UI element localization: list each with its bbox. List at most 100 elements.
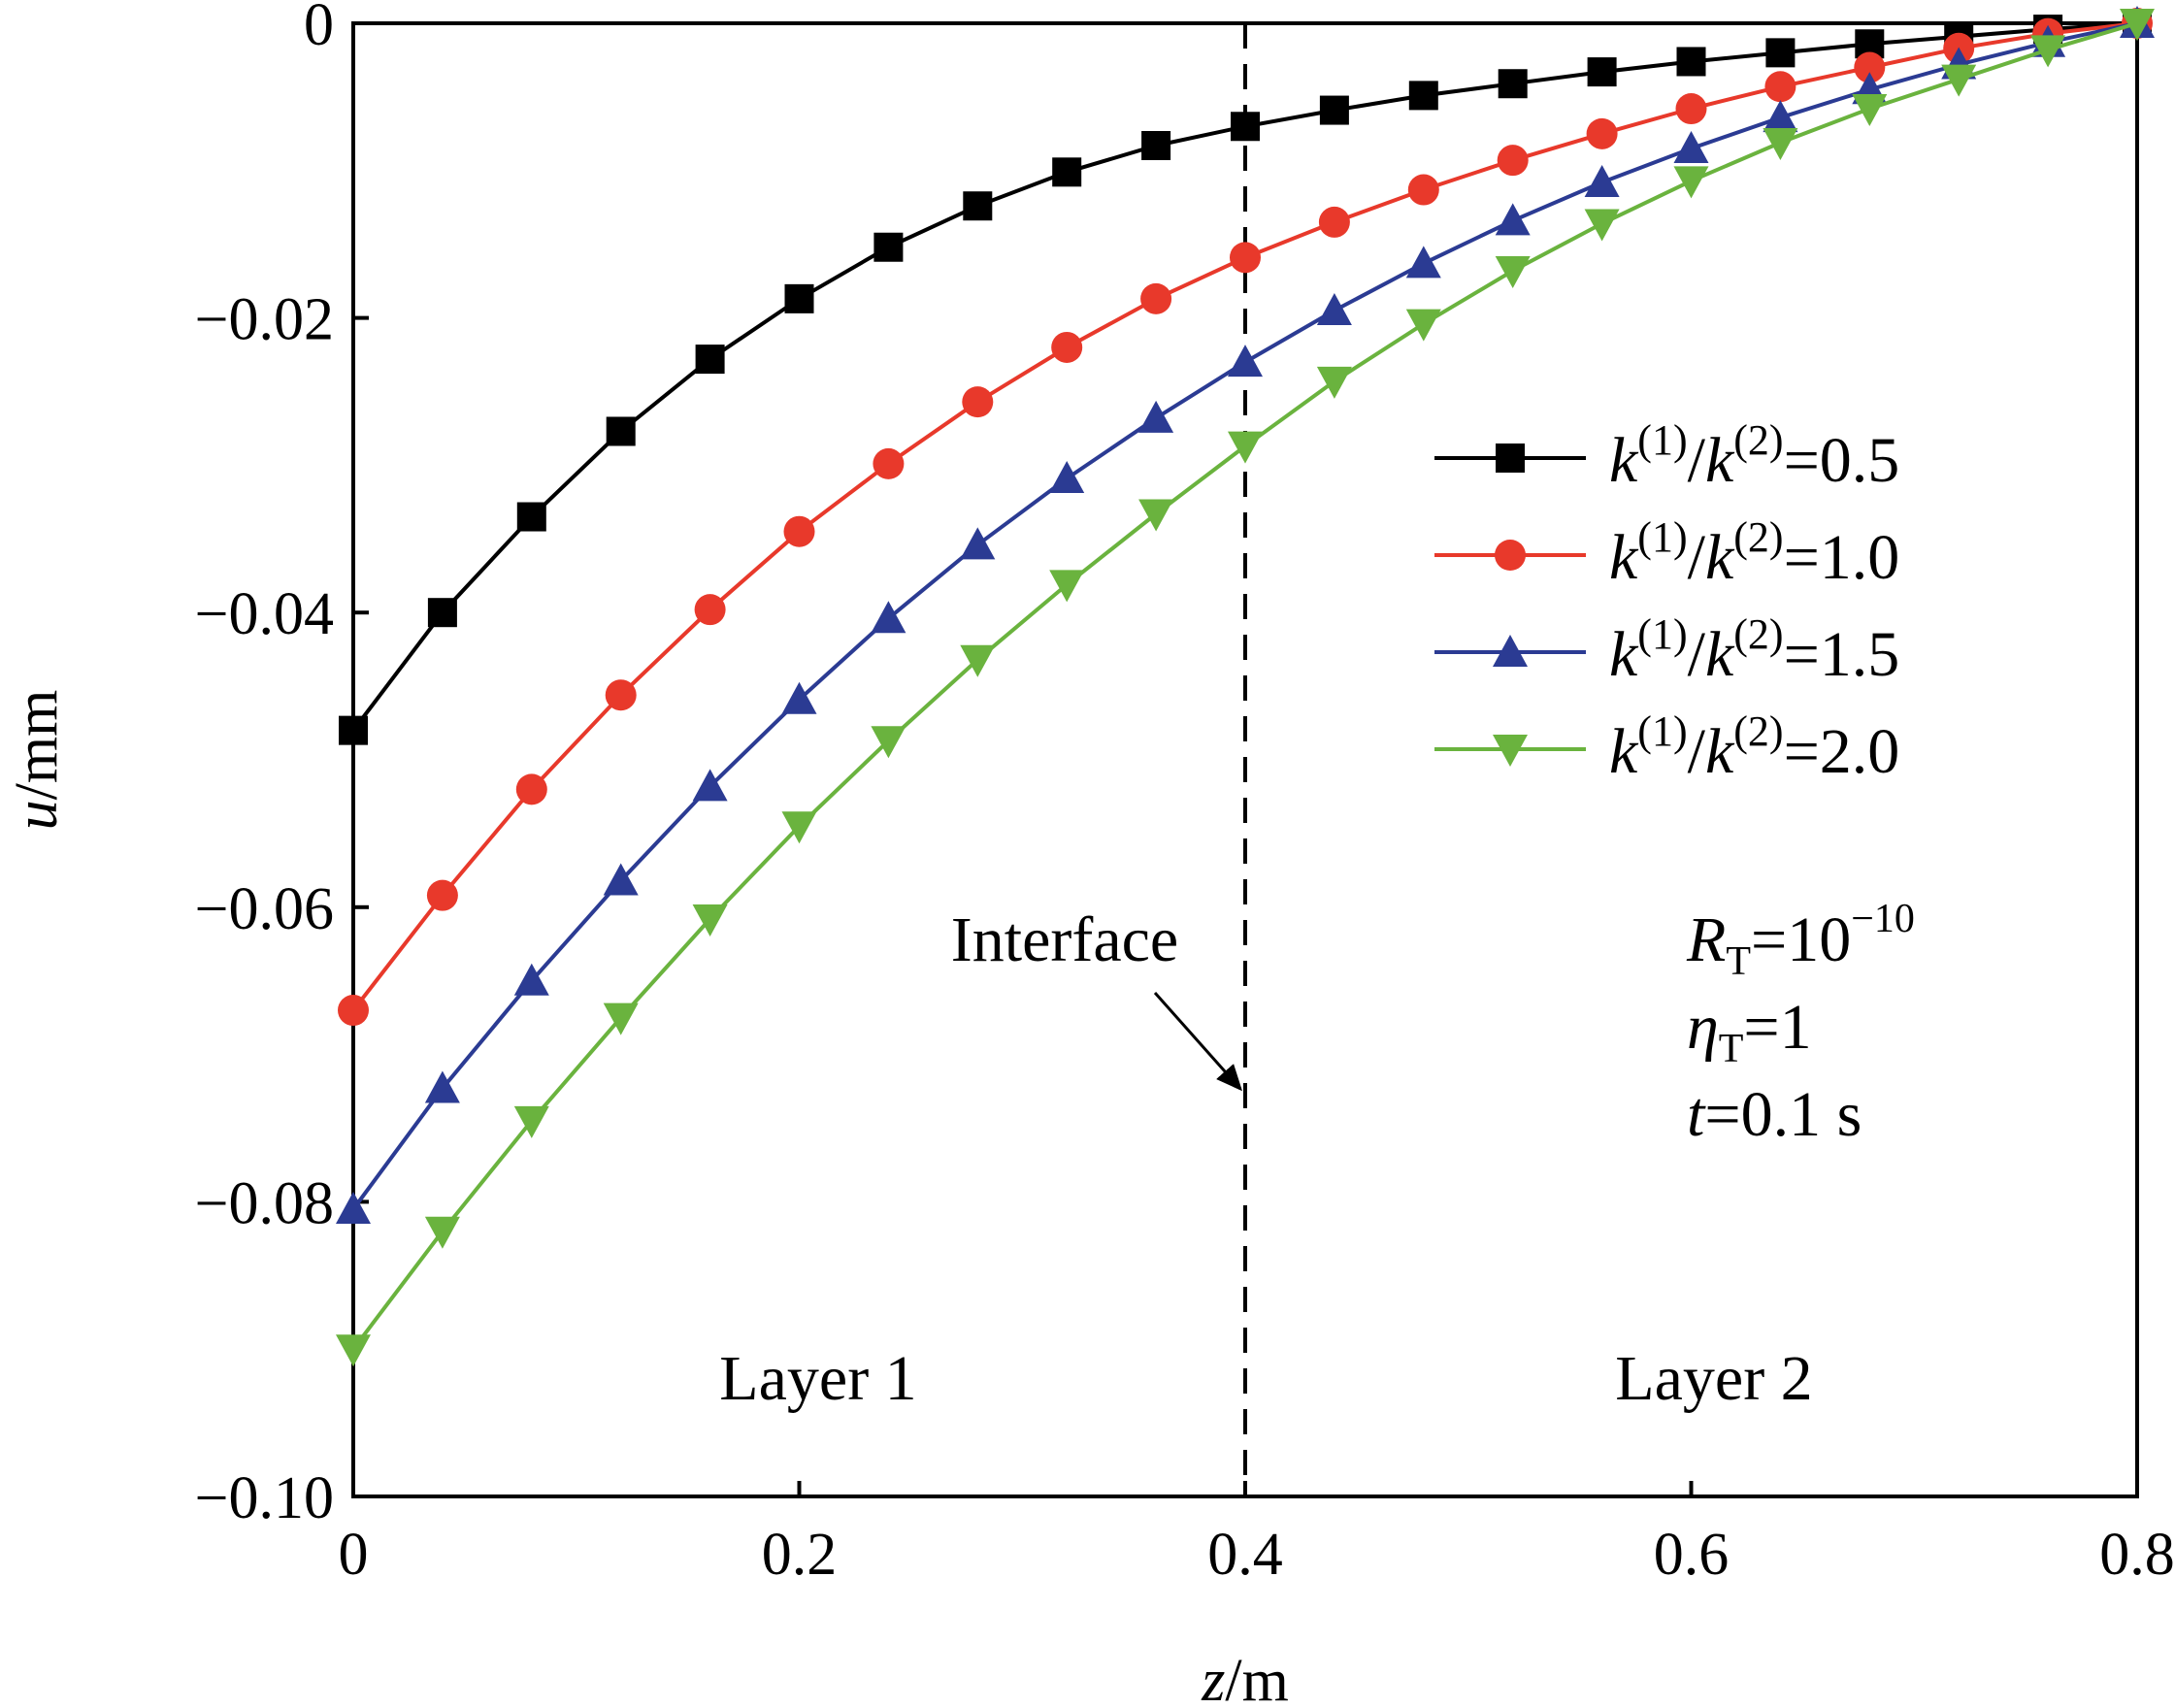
data-point bbox=[963, 191, 993, 221]
data-point bbox=[781, 681, 817, 714]
data-point bbox=[784, 283, 814, 313]
y-tick-label: −0.08 bbox=[195, 1170, 334, 1236]
data-point bbox=[1676, 47, 1706, 77]
param-t: t=0.1 s bbox=[1687, 1079, 1862, 1150]
data-point bbox=[1407, 174, 1439, 206]
data-point bbox=[1764, 71, 1796, 103]
data-point bbox=[1498, 69, 1528, 99]
data-point bbox=[2030, 35, 2066, 68]
legend-label: k(1)/k(2)=0.5 bbox=[1609, 416, 1899, 496]
data-point bbox=[606, 416, 636, 446]
data-point bbox=[1497, 145, 1529, 177]
data-point bbox=[1230, 242, 1261, 274]
legend-item: k(1)/k(2)=1.0 bbox=[1434, 513, 1899, 593]
data-point bbox=[515, 773, 547, 805]
data-point bbox=[426, 879, 458, 911]
legend-label: k(1)/k(2)=2.0 bbox=[1609, 707, 1899, 787]
parameter-block: RT=10−10 ηT=1 t=0.1 s bbox=[1686, 897, 1915, 1150]
data-point bbox=[424, 1070, 460, 1103]
x-tick-label: 0.8 bbox=[2099, 1522, 2175, 1588]
data-point bbox=[1316, 293, 1352, 326]
data-point bbox=[1141, 130, 1171, 160]
y-tick-label: −0.06 bbox=[195, 876, 334, 942]
data-point bbox=[1231, 112, 1260, 142]
param-eta: ηT=1 bbox=[1687, 992, 1812, 1071]
param-R: RT=10−10 bbox=[1686, 897, 1915, 984]
data-point bbox=[960, 527, 996, 560]
data-point bbox=[1941, 64, 1977, 97]
data-point bbox=[336, 1191, 371, 1224]
data-point bbox=[1584, 164, 1620, 197]
data-point bbox=[960, 644, 996, 677]
legend-label: k(1)/k(2)=1.5 bbox=[1609, 610, 1899, 690]
legend-marker bbox=[1493, 635, 1528, 667]
data-point bbox=[1318, 206, 1350, 238]
data-point bbox=[1051, 331, 1083, 363]
data-point bbox=[603, 1002, 639, 1035]
data-point bbox=[1408, 81, 1438, 111]
data-point bbox=[336, 1334, 371, 1367]
data-point bbox=[1587, 57, 1617, 87]
data-point bbox=[1495, 256, 1531, 289]
x-axis-ticks: 0 0.2 0.4 0.6 0.8 bbox=[339, 1481, 2175, 1588]
data-point bbox=[873, 447, 905, 479]
data-point bbox=[513, 1105, 549, 1138]
data-point bbox=[1405, 309, 1441, 342]
legend-label: k(1)/k(2)=1.0 bbox=[1609, 513, 1899, 593]
data-point bbox=[694, 594, 726, 626]
data-point bbox=[2120, 9, 2155, 41]
data-point bbox=[1495, 203, 1531, 236]
x-tick-label: 0 bbox=[339, 1522, 369, 1588]
data-point bbox=[1228, 345, 1263, 378]
data-point bbox=[1319, 95, 1349, 125]
data-point bbox=[873, 232, 904, 262]
data-point bbox=[339, 715, 368, 745]
data-point bbox=[427, 598, 457, 628]
x-tick-label: 0.6 bbox=[1654, 1522, 1730, 1588]
data-point bbox=[1586, 117, 1618, 149]
data-point bbox=[692, 903, 728, 936]
x-tick-label: 0.2 bbox=[762, 1522, 838, 1588]
data-point bbox=[1138, 400, 1174, 433]
data-point bbox=[513, 963, 549, 996]
legend-marker bbox=[1496, 443, 1525, 473]
y-axis-title: u/mm bbox=[4, 690, 70, 831]
layer2-label: Layer 2 bbox=[1615, 1343, 1812, 1414]
data-point bbox=[1675, 93, 1707, 125]
data-point bbox=[1763, 127, 1798, 160]
layer1-label: Layer 1 bbox=[719, 1343, 916, 1414]
interface-label: Interface bbox=[951, 904, 1178, 975]
data-point bbox=[1049, 570, 1085, 603]
data-point bbox=[1049, 461, 1085, 494]
data-point bbox=[516, 502, 546, 532]
data-point bbox=[1765, 38, 1796, 68]
data-point bbox=[1584, 209, 1620, 242]
x-axis-title: z/m bbox=[1201, 1648, 1289, 1708]
y-axis-ticks: 0 −0.02 −0.04 −0.06 −0.08 −0.10 bbox=[195, 0, 369, 1531]
data-point bbox=[1673, 131, 1709, 164]
x-tick-label: 0.4 bbox=[1207, 1522, 1283, 1588]
data-point bbox=[1138, 499, 1174, 532]
data-point bbox=[424, 1216, 460, 1249]
data-point bbox=[871, 726, 906, 759]
series-1 bbox=[339, 9, 2152, 745]
legend-marker bbox=[1495, 540, 1526, 571]
y-tick-label: −0.04 bbox=[195, 581, 334, 647]
data-point bbox=[1140, 282, 1172, 314]
data-point bbox=[338, 995, 369, 1027]
y-tick-label: −0.02 bbox=[195, 287, 334, 353]
data-point bbox=[1852, 94, 1888, 127]
data-point bbox=[1405, 246, 1441, 279]
data-point bbox=[1228, 431, 1263, 464]
data-point bbox=[1854, 51, 1886, 83]
data-point bbox=[783, 515, 815, 547]
data-point bbox=[605, 679, 637, 711]
legend: k(1)/k(2)=0.5 k(1)/k(2)=1.0 k(1)/k(2)=1.5 k… bbox=[1434, 416, 1899, 787]
data-point bbox=[1316, 366, 1352, 399]
y-tick-label: −0.10 bbox=[195, 1465, 334, 1531]
legend-marker bbox=[1493, 735, 1528, 767]
legend-item: k(1)/k(2)=1.5 bbox=[1434, 610, 1899, 690]
series-4 bbox=[336, 9, 2155, 1367]
data-point bbox=[1673, 166, 1709, 199]
